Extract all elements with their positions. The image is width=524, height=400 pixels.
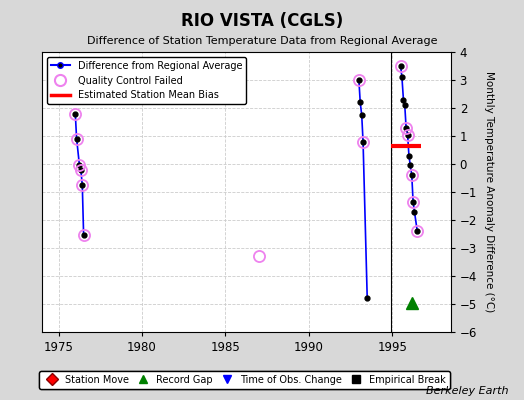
Text: Difference of Station Temperature Data from Regional Average: Difference of Station Temperature Data f… [87,36,437,46]
Text: Berkeley Earth: Berkeley Earth [426,386,508,396]
Text: RIO VISTA (CGLS): RIO VISTA (CGLS) [181,12,343,30]
Y-axis label: Monthly Temperature Anomaly Difference (°C): Monthly Temperature Anomaly Difference (… [484,71,494,313]
Legend: Station Move, Record Gap, Time of Obs. Change, Empirical Break: Station Move, Record Gap, Time of Obs. C… [39,371,450,389]
